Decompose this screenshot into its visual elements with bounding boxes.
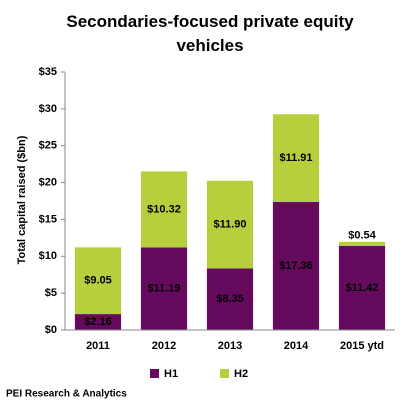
legend-label: H2: [234, 368, 248, 380]
data-label: $2.16: [84, 316, 112, 328]
data-label: $11.42: [345, 282, 378, 294]
data-label: $11.19: [147, 283, 180, 295]
y-tick-label: $30: [39, 103, 57, 115]
bar-segment: [140, 171, 188, 248]
legend-label: H1: [164, 368, 178, 380]
data-label: $8.35: [216, 293, 244, 305]
bar-segment: [272, 114, 320, 203]
bar-segment: [206, 268, 254, 330]
bar-segment: [272, 202, 320, 330]
data-label: $10.32: [147, 203, 181, 215]
data-label: $17.36: [279, 260, 313, 272]
bar-segment: [206, 180, 254, 269]
bar-segment: [338, 245, 386, 330]
x-tick-label: 2014: [284, 340, 309, 352]
y-tick-label: $5: [45, 287, 57, 299]
x-tick-label: 2011: [86, 340, 110, 352]
y-tick-label: $20: [39, 176, 57, 188]
y-tick-label: $0: [45, 324, 57, 336]
x-tick-label: 2015 ytd: [340, 340, 384, 352]
x-tick-label: 2012: [152, 340, 176, 352]
data-label: $11.90: [213, 218, 246, 230]
bar-segment: [74, 314, 122, 330]
data-label: $0.54: [348, 230, 376, 242]
y-tick-label: $10: [39, 250, 57, 262]
data-label: $11.91: [279, 152, 312, 164]
legend-swatch: [150, 369, 159, 378]
chart-title: Secondaries-focused private equity vehic…: [66, 12, 354, 55]
bar-segment: [338, 241, 386, 246]
x-tick-label: 2013: [218, 340, 242, 352]
legend-swatch: [220, 369, 229, 378]
y-tick-label: $15: [39, 213, 57, 225]
y-tick-label: $35: [39, 66, 57, 78]
bar-segment: [74, 247, 122, 315]
source: PEI Research & Analytics: [6, 389, 127, 400]
y-axis-label: Total capital raised ($bn): [16, 135, 28, 264]
data-label: $9.05: [84, 275, 112, 287]
y-tick-label: $25: [39, 140, 57, 152]
bar-segment: [140, 247, 188, 330]
